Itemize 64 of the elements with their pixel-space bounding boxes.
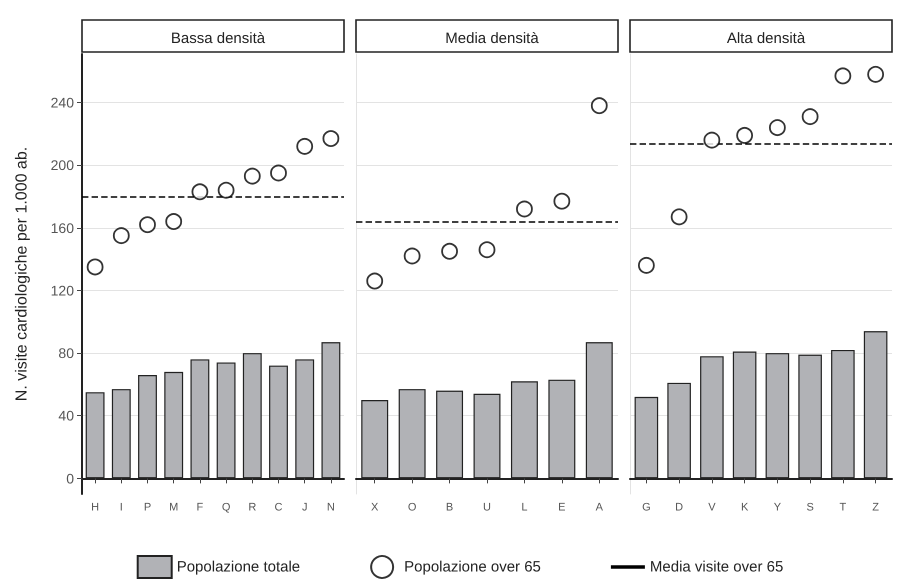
- x-tick-label: L: [521, 502, 528, 514]
- point: [322, 130, 340, 147]
- x-tick-label: G: [642, 502, 651, 514]
- x-tick-label: O: [408, 502, 417, 514]
- x-tick-label: Z: [872, 502, 880, 514]
- point: [139, 216, 156, 234]
- point: [296, 138, 314, 155]
- point: [703, 132, 720, 149]
- legend-label: Popolazione over 65: [404, 558, 541, 576]
- x-tick-label: A: [596, 502, 604, 514]
- x-tick-label: S: [806, 502, 814, 514]
- x-tick-label: F: [196, 502, 204, 514]
- point: [867, 66, 884, 83]
- x-tick-label: P: [144, 502, 152, 514]
- legend-label: Popolazione totale: [176, 558, 300, 576]
- point: [553, 192, 570, 210]
- point: [670, 208, 688, 226]
- y-tick-label: 0: [66, 470, 74, 486]
- point: [192, 183, 208, 200]
- x-tick-label: N: [326, 502, 335, 514]
- point: [165, 213, 182, 230]
- point: [478, 241, 496, 258]
- y-tick-label: 240: [50, 94, 74, 111]
- point: [404, 248, 421, 264]
- point: [218, 182, 234, 199]
- point: [244, 168, 261, 185]
- point: [802, 108, 819, 126]
- point: [270, 164, 287, 182]
- x-tick-label: M: [169, 502, 178, 514]
- x-tick-label: Y: [774, 502, 782, 514]
- y-tick-label: 80: [58, 345, 74, 362]
- x-tick-label: J: [302, 502, 308, 514]
- point: [366, 272, 384, 290]
- x-tick-label: R: [248, 502, 256, 514]
- chart-title: Alta densità: [726, 30, 806, 47]
- y-tick-label: 200: [50, 157, 74, 174]
- point: [834, 68, 852, 84]
- point: [516, 200, 533, 218]
- y-tick-label: 120: [50, 282, 74, 298]
- x-tick-label: D: [675, 502, 684, 514]
- point: [768, 119, 786, 136]
- x-tick-label: V: [708, 502, 716, 514]
- x-tick-label: H: [91, 502, 100, 514]
- y-tick-label: 40: [58, 408, 74, 424]
- x-tick-label: C: [274, 502, 283, 514]
- chart-title: Media densità: [445, 30, 540, 47]
- point: [736, 127, 754, 144]
- x-tick-label: T: [840, 502, 847, 514]
- x-tick-label: X: [371, 502, 380, 514]
- y-axis-title: N. visite cardiologiche per 1.000 ab.: [14, 146, 30, 402]
- x-tick-label: E: [558, 502, 566, 514]
- point: [441, 242, 458, 260]
- point: [590, 97, 608, 114]
- x-tick-label: K: [740, 502, 749, 514]
- x-tick-label: I: [120, 502, 123, 514]
- point: [112, 227, 130, 244]
- x-tick-label: Q: [222, 502, 231, 514]
- point: [638, 256, 655, 274]
- x-tick-label: U: [483, 502, 492, 514]
- chart-title: Bassa densità: [170, 30, 266, 47]
- legend-label: Media visite over 65: [650, 558, 784, 576]
- y-tick-label: 160: [50, 220, 74, 236]
- point: [86, 258, 104, 276]
- x-tick-label: B: [446, 502, 454, 514]
